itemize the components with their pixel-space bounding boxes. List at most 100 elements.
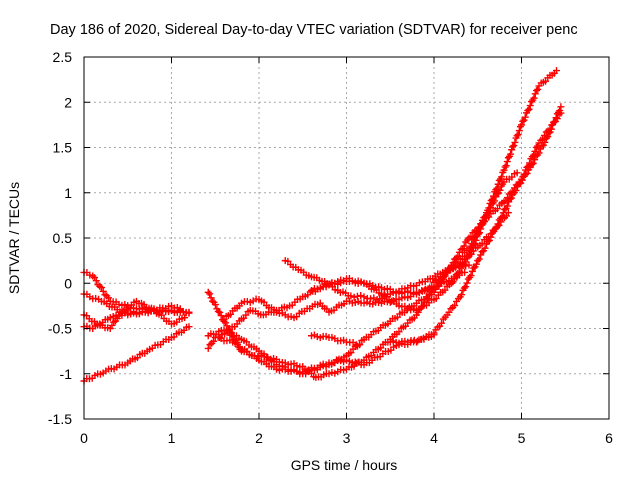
data-point [504,154,512,162]
data-point [504,194,511,202]
data-point [474,257,482,265]
data-point [254,352,262,360]
data-point [480,218,488,226]
data-point [350,293,358,301]
data-point [217,312,225,320]
data-point [204,344,212,352]
data-point [204,288,212,296]
data-point [404,338,412,346]
data-point [530,151,538,159]
data-point [458,291,466,299]
y-tick-label: 0 [64,275,72,291]
data-point [474,230,482,238]
x-tick-label: 3 [343,430,351,446]
data-point [468,267,476,275]
data-point [472,260,480,268]
series-track-a [80,323,193,385]
data-point [534,85,542,93]
data-point [523,163,531,171]
data-point [242,311,250,319]
data-point [503,158,511,166]
data-point [472,236,480,244]
data-point [485,207,493,215]
data-point [477,225,485,233]
data-point [513,169,521,177]
data-point [467,272,475,280]
data-point [496,186,504,194]
x-tick-label: 0 [80,430,88,446]
y-tick-label: 1 [64,185,72,201]
data-point [461,268,469,276]
data-point [422,295,430,303]
data-point [500,166,508,174]
data-point [534,142,542,150]
series-track-f [204,103,565,377]
series-track-d [80,290,193,319]
data-point [528,153,536,161]
data-point [425,292,433,300]
data-point [532,143,540,151]
y-tick-labels: -1.5 -1 -0.5 0 0.5 1 1.5 2 2.5 [48,49,72,427]
y-tick-label: -1.5 [48,411,72,427]
data-point [539,135,547,143]
data-point [98,284,105,292]
data-point [463,279,471,287]
y-tick-label: 2.5 [53,49,73,65]
data-point [531,147,539,155]
data-point [251,352,259,360]
data-point [524,162,532,170]
y-tick-label: 0.5 [53,230,73,246]
data-point [455,263,463,271]
data-point [465,261,473,269]
data-point [347,349,355,357]
data-point [471,239,479,247]
y-axis-label: SDTVAR / TECUs [6,182,22,294]
data-point [518,121,525,129]
data-point [535,149,543,157]
data-point [511,138,519,146]
data-point [458,261,466,269]
data-point [484,238,492,246]
data-point [460,242,468,250]
data-point [493,205,501,213]
data-point [395,328,403,336]
y-tick-label: -1 [60,366,73,382]
data-point [498,173,506,181]
data-point [526,102,534,110]
data-point [353,292,361,300]
data-point [503,202,511,210]
series-track-e [80,297,189,332]
data-point [484,209,492,217]
data-point [227,310,235,318]
series-track-m [308,331,364,349]
data-point [113,314,121,322]
data-point [210,337,217,345]
data-point [495,176,503,184]
data-point [449,278,457,286]
data-point [207,294,215,302]
data-point [501,163,509,171]
data-point [526,159,534,167]
data-point [360,293,368,301]
data-point [445,308,453,316]
data-point [229,332,237,340]
data-point [514,130,522,138]
data-point [557,103,565,111]
x-tick-label: 6 [605,430,613,446]
data-point [410,336,418,344]
data-point [257,351,265,359]
data-point [470,264,478,272]
data-point [460,284,468,292]
x-tick-label: 2 [255,430,263,446]
data-point [211,301,219,309]
data-point [470,241,478,249]
plot-frame [83,56,610,420]
data-point [513,132,521,140]
data-point [438,319,445,327]
series-track-i [220,209,512,323]
data-point [92,277,100,285]
data-point [430,331,438,339]
series-track-l [308,268,469,297]
data-point [233,339,241,347]
